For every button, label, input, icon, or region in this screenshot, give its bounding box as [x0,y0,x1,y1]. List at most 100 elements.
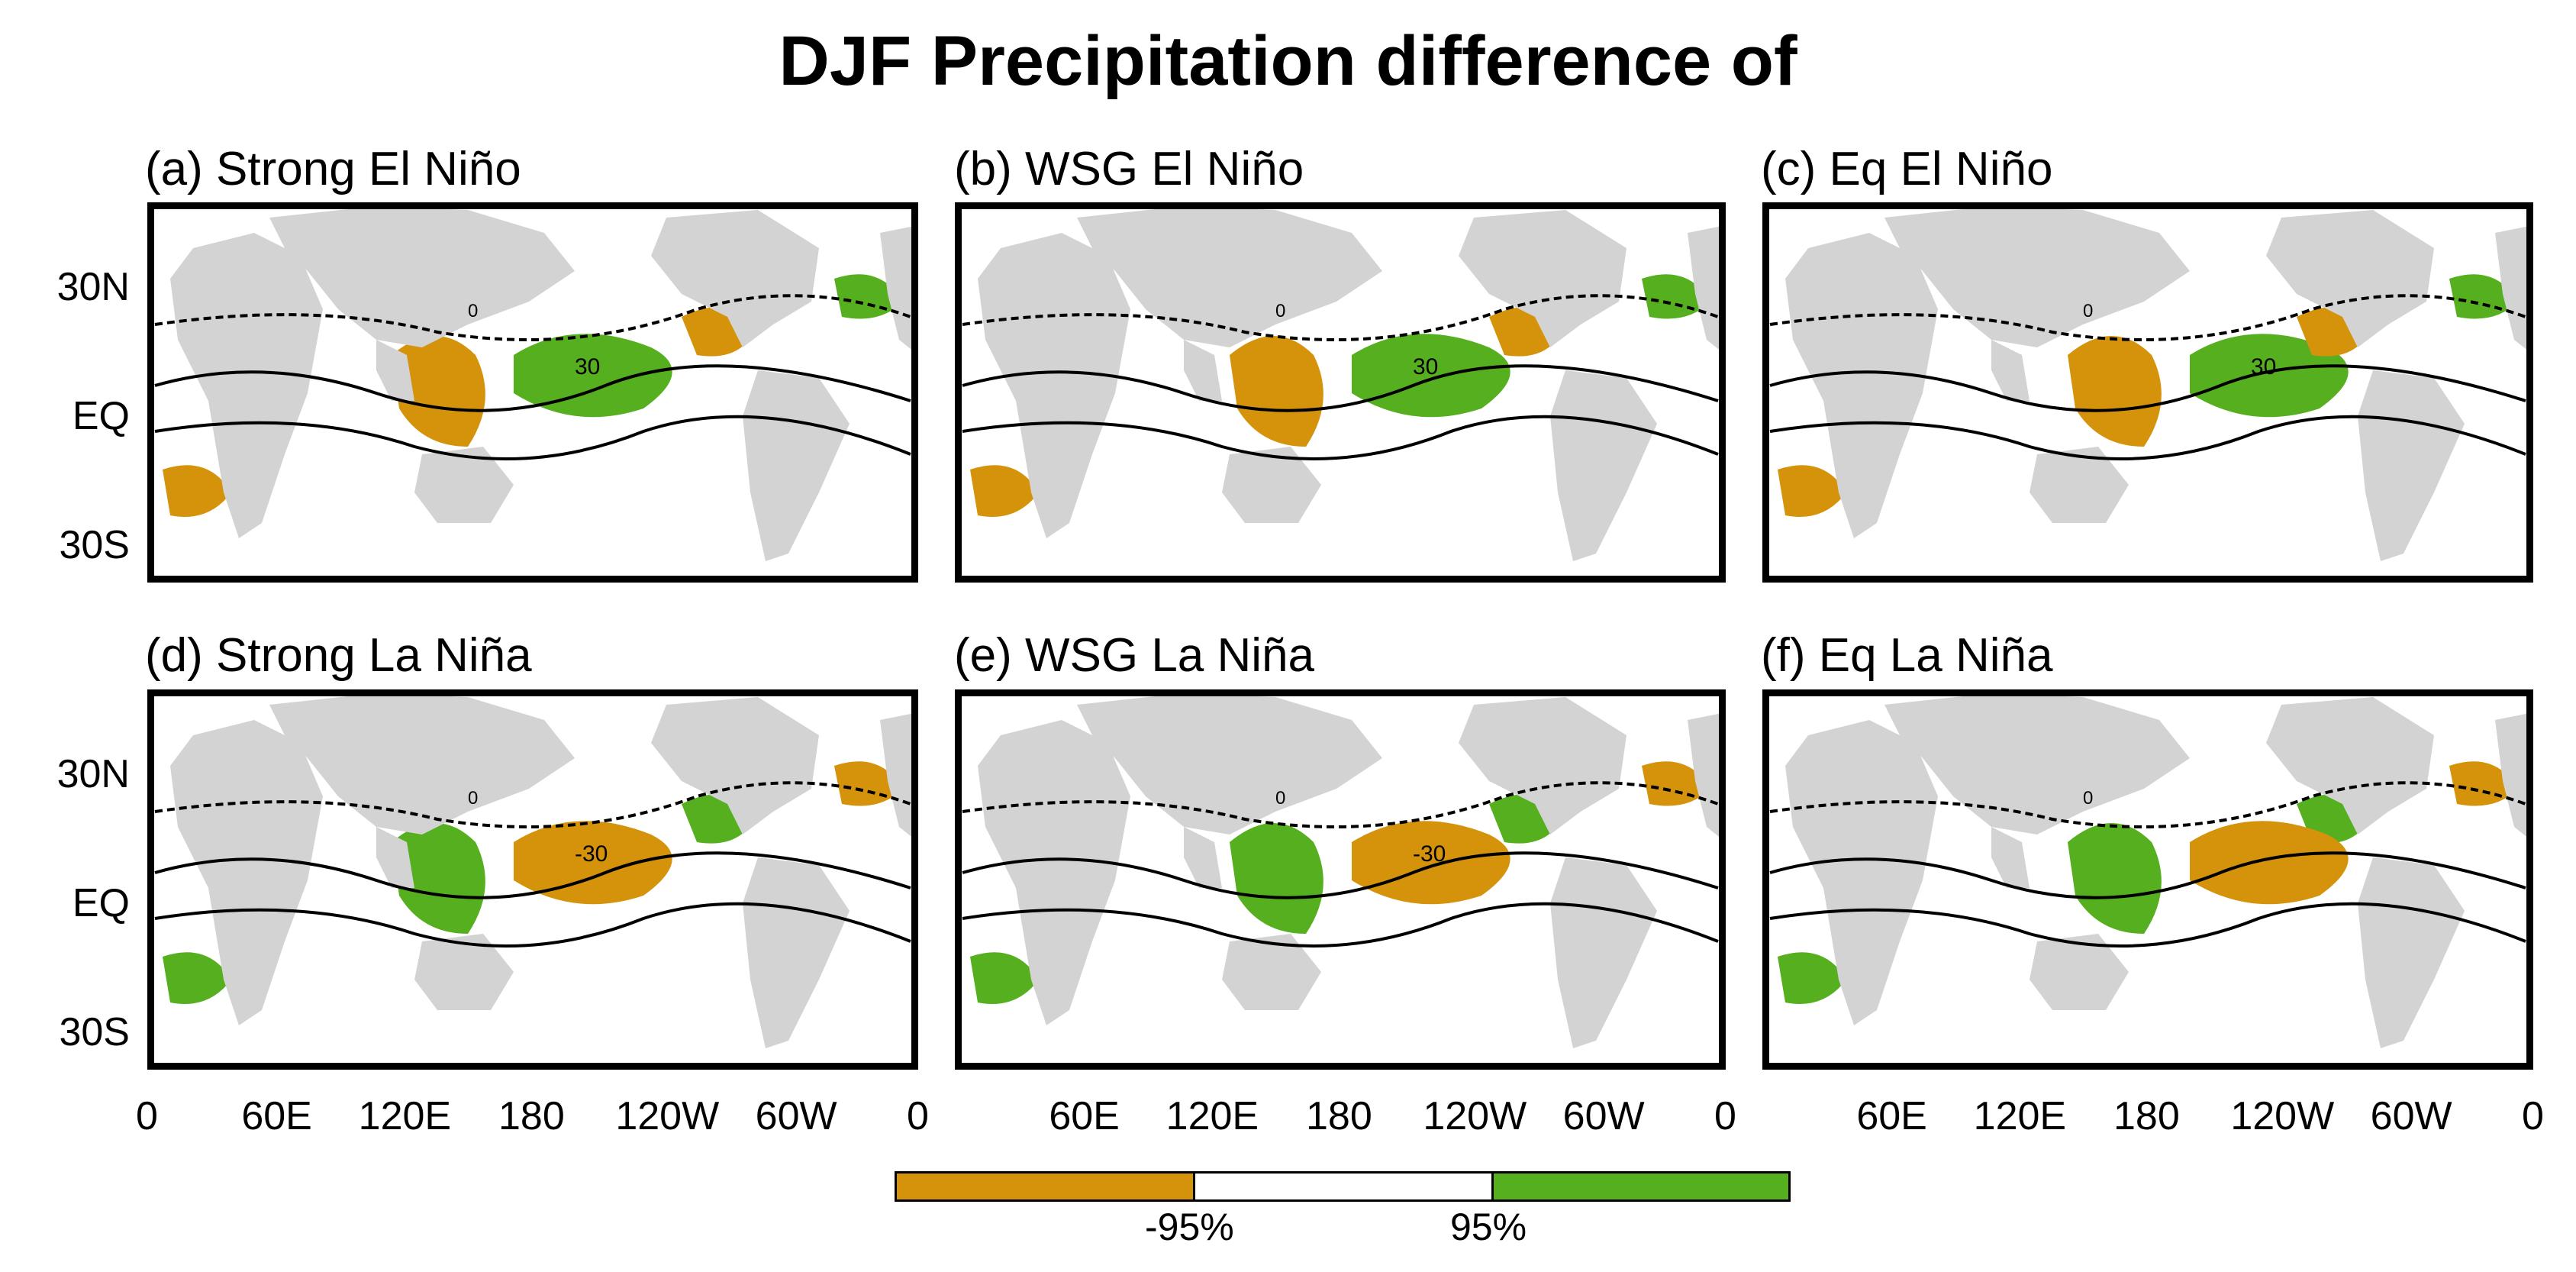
panel-f-map: 0 [1762,689,2533,1070]
contour-zero-label: 0 [1275,301,1285,321]
panel-d-title: (d) Strong La Niña [145,629,532,682]
land-mass [2358,857,2465,1048]
land-mass [170,233,323,538]
land-mass [2030,934,2129,1010]
ytick-eq-bottom: EQ [72,881,130,925]
xtick-label: 0 [2522,1094,2544,1138]
ytick-30s-top: 30S [59,523,130,567]
significant-positive-region [514,334,672,418]
xtick-label: 120W [615,1094,720,1138]
panel-a-title: (a) Strong El Niño [145,143,521,195]
significant-positive-region [163,952,231,1004]
land-mass [651,697,819,835]
land-mass [1459,697,1627,835]
contour-value-label: 30 [2251,354,2276,379]
land-mass [376,827,414,888]
land-mass [1688,225,1726,355]
contour-line [962,851,1719,899]
land-mass [880,712,918,842]
contour-line [1769,902,2526,948]
significant-negative-region [1230,336,1323,447]
xtick-label: 60W [755,1094,837,1138]
colorbar-label-positive: 95% [1450,1206,1527,1248]
contour-zero-label: 0 [2083,788,2093,809]
contour-line [962,294,1719,341]
xtick-label: 120E [358,1094,452,1138]
contour-line [1769,851,2526,899]
land-mass [269,206,575,347]
xtick-label: 120E [1165,1094,1259,1138]
panel-a-map: 30 0 [147,202,918,583]
land-mass [1991,827,2030,888]
land-mass [2266,210,2434,347]
contour-line [154,415,911,460]
colorbar-neutral [1193,1171,1494,1202]
panel-e-map: -30 0 [955,689,1726,1070]
panel-e-title: (e) WSG La Niña [954,629,1315,682]
xtick-label: 60E [1049,1094,1120,1138]
xtick-label: 60W [2370,1094,2452,1138]
significant-positive-region [1352,334,1510,418]
contour-zero-label: 0 [2083,301,2093,321]
figure-title: DJF Precipitation difference of [779,22,1797,100]
significant-negative-region [2190,821,2349,905]
xtick-label: 180 [498,1094,565,1138]
colorbar-positive [1491,1171,1791,1202]
land-mass [1884,206,2190,347]
land-mass [880,225,918,355]
xtick-label: 60E [1856,1094,1927,1138]
land-mass [1459,210,1627,347]
xtick-label: 120W [2230,1094,2335,1138]
panel-d-map: -30 0 [147,689,918,1070]
contour-line [962,364,1719,412]
significant-positive-region [2190,334,2349,418]
land-mass [1077,206,1382,347]
panel-b-map: 30 0 [955,202,1726,583]
contour-zero-label: 0 [1275,788,1285,809]
contour-value-label: 30 [575,354,600,379]
land-mass [743,857,850,1048]
land-mass [414,934,514,1010]
panel-c-map: 30 0 [1762,202,2533,583]
xtick-label: 0 [907,1094,929,1138]
ytick-30n-bottom: 30N [56,752,130,796]
colorbar-negative [895,1171,1195,1202]
xtick-label: 120W [1423,1094,1527,1138]
land-mass [2495,225,2533,355]
land-mass [2358,370,2465,561]
land-mass [1550,857,1657,1048]
significant-positive-region [1778,952,1846,1004]
land-mass [2266,697,2434,835]
contour-line [154,781,911,828]
land-mass [1184,340,1222,401]
land-mass [2495,712,2533,842]
contour-line [1769,415,2526,460]
panel-f-title: (f) Eq La Niña [1761,629,2053,682]
colorbar [895,1171,1791,1202]
land-mass [170,720,323,1025]
land-mass [1550,370,1657,561]
significant-negative-region [514,821,672,905]
land-mass [1884,693,2190,835]
ytick-eq-top: EQ [72,394,130,438]
contour-zero-label: 0 [468,788,478,809]
significant-negative-region [2068,336,2162,447]
xtick-label: 60E [241,1094,312,1138]
colorbar-label-negative: -95% [1145,1206,1234,1248]
land-mass [269,693,575,835]
land-mass [1785,233,1938,538]
significant-negative-region [392,336,485,447]
land-mass [978,720,1130,1025]
significant-negative-region [163,465,231,517]
contour-line [1769,364,2526,412]
significant-negative-region [1778,465,1846,517]
contour-line [154,364,911,412]
land-mass [376,340,414,401]
contour-zero-label: 0 [468,301,478,321]
contour-value-label: 30 [1413,354,1438,379]
land-mass [1222,934,1321,1010]
contour-line [1769,781,2526,828]
contour-line [154,294,911,341]
contour-line [962,902,1719,948]
